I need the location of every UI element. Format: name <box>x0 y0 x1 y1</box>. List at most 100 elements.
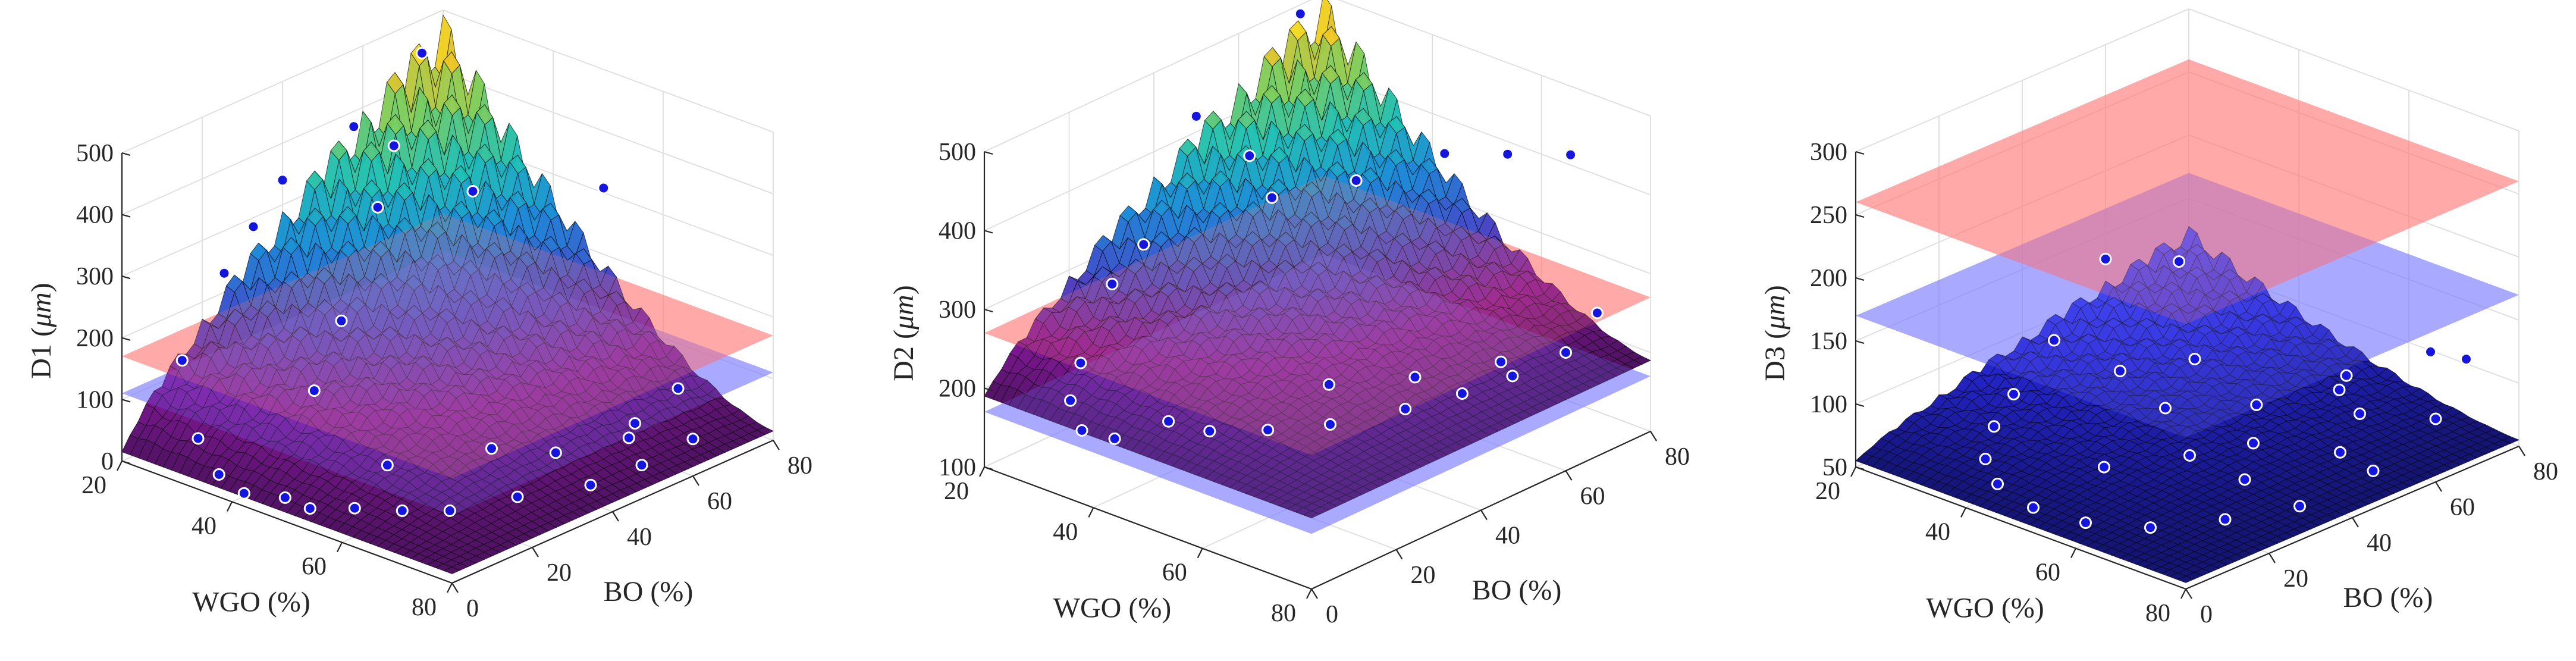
data-point <box>2293 500 2306 513</box>
data-point <box>1108 432 1121 445</box>
data-point <box>1350 174 1363 187</box>
z-tick-label: 100 <box>939 454 976 481</box>
x-tick-label: 60 <box>2035 559 2060 587</box>
data-point <box>1399 403 1412 415</box>
axis-edges <box>117 152 780 593</box>
data-point <box>335 314 348 327</box>
data-point <box>2250 398 2263 411</box>
y-tick-label: 0 <box>1326 601 1338 628</box>
data-point <box>2079 516 2092 530</box>
axis-edges <box>979 151 1657 599</box>
y-tick-label: 20 <box>547 559 572 587</box>
data-point <box>2460 353 2473 366</box>
y-tick-label: 20 <box>2283 565 2308 593</box>
x-tick-label: 40 <box>192 512 217 540</box>
data-point <box>2144 521 2157 534</box>
data-point <box>1075 424 1088 437</box>
data-point <box>584 478 597 491</box>
data-point <box>276 174 289 187</box>
z-tick-label: 250 <box>1810 202 1847 229</box>
data-point <box>622 431 635 444</box>
data-point <box>396 504 409 517</box>
data-point <box>597 181 610 195</box>
data-point <box>1106 277 1119 290</box>
data-point <box>2247 437 2260 450</box>
data-point <box>2007 388 2020 400</box>
x-tick-label: 60 <box>302 553 327 581</box>
data-point <box>1137 238 1150 251</box>
data-point <box>2429 412 2442 425</box>
data-point <box>1262 424 1275 437</box>
x-tick-label: 80 <box>412 594 437 621</box>
data-point <box>371 201 384 214</box>
z-tick-label: 200 <box>76 325 114 352</box>
data-point <box>466 185 479 198</box>
data-point <box>1294 7 1307 20</box>
data-point <box>2114 365 2126 378</box>
data-point <box>212 468 225 481</box>
data-point <box>549 446 562 459</box>
x-axis-label: WGO (%) <box>1053 593 1172 624</box>
data-point <box>686 433 699 446</box>
data-point <box>1266 191 1278 204</box>
x-tick-label: 60 <box>1162 559 1187 587</box>
data-point <box>1190 109 1203 123</box>
y-axis-label: BO (%) <box>2343 582 2433 613</box>
y-axis-label: BO (%) <box>1472 575 1562 606</box>
x-axis-label: WGO (%) <box>192 587 310 618</box>
data-point <box>1455 387 1469 400</box>
data-point <box>1074 356 1087 369</box>
z-tick-label: 200 <box>1810 265 1847 292</box>
data-point <box>1506 369 1519 383</box>
data-point <box>347 120 360 133</box>
data-point <box>443 504 456 517</box>
data-point <box>2334 446 2346 459</box>
data-point <box>2354 407 2366 420</box>
z-tick-label: 0 <box>101 448 114 475</box>
data-point <box>278 491 291 504</box>
data-point <box>1560 346 1572 359</box>
y-tick-label: 0 <box>2200 601 2213 628</box>
data-point <box>2219 513 2232 526</box>
z-tick-label: 100 <box>1810 391 1847 418</box>
x-tick-label: 80 <box>2145 600 2170 627</box>
z-axis-label: D3 (μm) <box>1759 285 1791 381</box>
data-point <box>2183 449 2196 462</box>
data-point <box>2048 334 2060 347</box>
data-point <box>1162 415 1175 428</box>
z-tick-label: 300 <box>76 263 114 290</box>
data-point <box>2098 460 2110 474</box>
surface-mesh <box>121 14 774 574</box>
z-tick-label: 50 <box>1822 454 1847 481</box>
data-point <box>1408 371 1422 384</box>
y-tick-label: 40 <box>1495 522 1520 550</box>
data-point <box>1979 453 1992 465</box>
data-point <box>2099 252 2112 265</box>
data-point <box>2333 383 2346 396</box>
z-tick-label: 200 <box>939 375 976 403</box>
data-point <box>237 487 250 500</box>
red-plane <box>1856 59 2519 324</box>
y-tick-label: 0 <box>466 595 479 622</box>
surface-mesh <box>1855 225 2520 583</box>
x-tick-label: 20 <box>81 472 106 499</box>
data-point <box>1564 148 1577 161</box>
data-point <box>2159 402 2172 415</box>
y-tick-label: 80 <box>1665 443 1690 471</box>
z-axis-label: D2 (μm) <box>888 285 920 381</box>
data-point <box>416 46 428 59</box>
x-tick-label: 20 <box>1815 478 1840 505</box>
y-tick-label: 60 <box>1580 483 1605 510</box>
data-point <box>2424 345 2437 358</box>
data-point <box>387 139 400 152</box>
panel-d2: 100 200 300 400 500 20 40 60 80 0 20 40 60 80 WGO (%) B… <box>888 0 1690 628</box>
data-point <box>629 417 641 430</box>
data-point <box>1322 378 1335 391</box>
z-tick-label: 300 <box>939 296 976 324</box>
x-tick-label: 80 <box>1271 600 1296 627</box>
data-point <box>1438 147 1451 160</box>
data-point <box>2027 501 2040 514</box>
x-tick-label: 40 <box>1925 518 1950 546</box>
y-tick-label: 60 <box>707 488 732 515</box>
